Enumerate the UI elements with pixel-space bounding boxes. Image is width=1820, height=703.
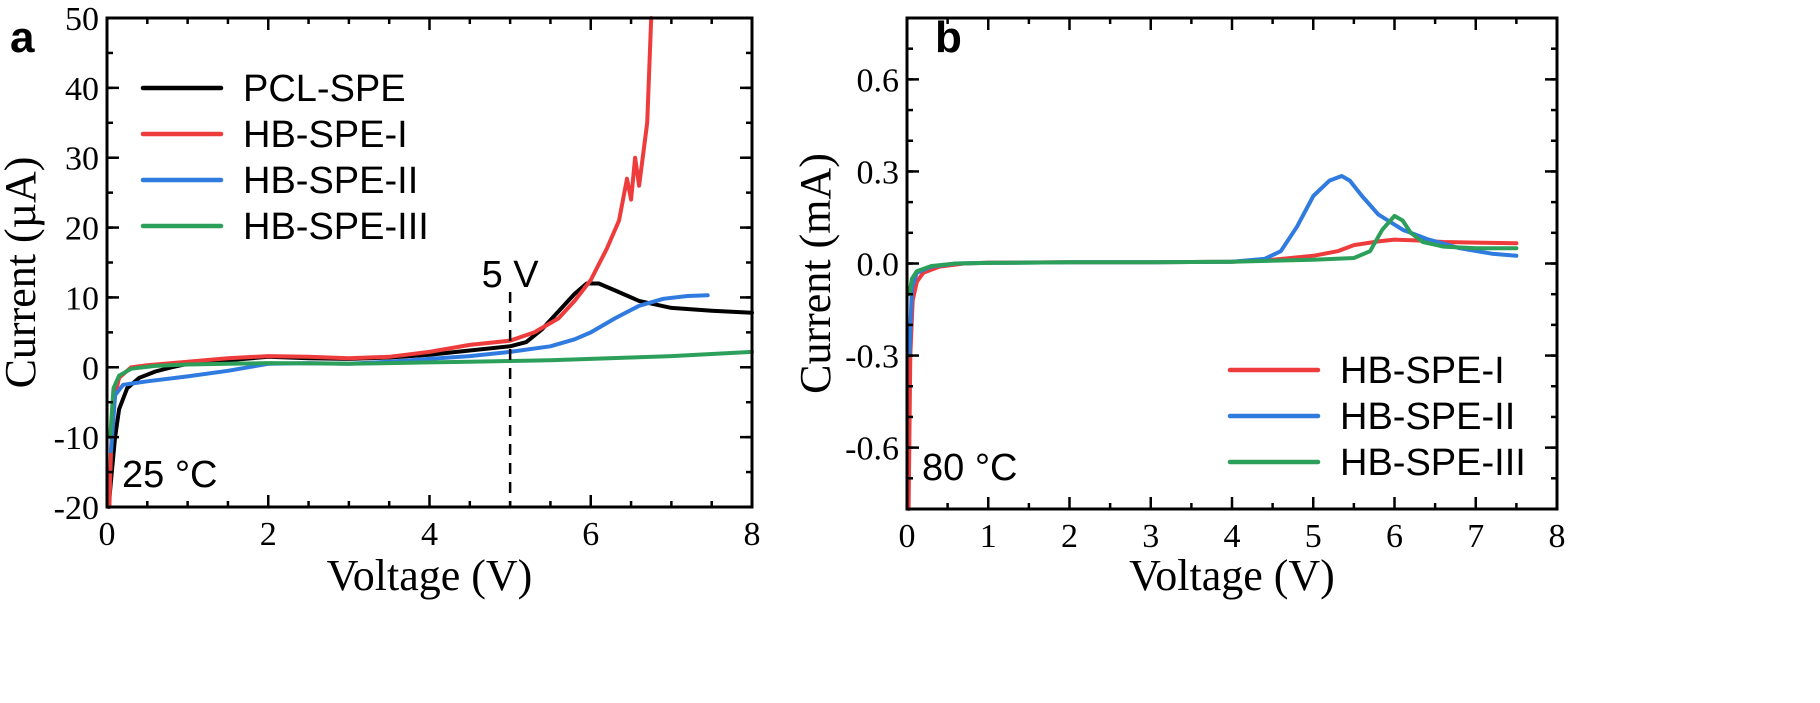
- panel-b-x-tick-label: 1: [980, 518, 997, 555]
- panel-a-legend-label-2: HB-SPE-I: [243, 114, 408, 156]
- panel-a-y-tick-label: 20: [65, 211, 99, 248]
- panel-b-x-tick-label: 2: [1061, 518, 1078, 555]
- panel-a-y-tick-label: 0: [82, 350, 99, 387]
- panel-a-series-group: [106, 16, 754, 509]
- panel-b-x-tick-label: 8: [1549, 518, 1566, 555]
- panel-a-y-tick-label: -20: [54, 490, 99, 527]
- panel-b-legend-label-2: HB-SPE-II: [1340, 396, 1515, 438]
- panel-b-series-line-3: [907, 213, 1519, 297]
- panel-b-y-tick-label: 0.0: [857, 247, 900, 284]
- panel-a-series-line-4: [108, 349, 754, 440]
- panel-b-legend-label-3: HB-SPE-III: [1340, 442, 1526, 484]
- panel-b-temperature-label: 80 °C: [922, 447, 1017, 489]
- panel-b-y-tick-label: 0.3: [857, 154, 900, 191]
- panel-a-xlabel: Voltage (V): [327, 551, 533, 600]
- panel-a-y-tick-label: -10: [54, 420, 99, 457]
- panel-a-x-tick-label: 6: [582, 516, 599, 553]
- panel-a-x-tick-label: 4: [421, 516, 438, 553]
- panel-b-ylabel: Current (mA): [791, 153, 840, 394]
- panel-b-x-tick-label: 6: [1386, 518, 1403, 555]
- panel-b-series-line-2: [907, 174, 1519, 358]
- panel-a-x-tick-label: 8: [744, 516, 761, 553]
- panel-b: b 0 1 2 3 4 5 6 7 8-0.6-0.30.00.30.6 HB-SPE-IHB-…: [791, 13, 1566, 600]
- panel-a-axes: 0 2 4 6 8 -20 -10 0 10 20 30 40 50: [54, 1, 761, 553]
- panel-a-legend-label-1: PCL-SPE: [243, 68, 406, 110]
- panel-b-series-group: [906, 174, 1519, 511]
- panel-a-guide-label: 5 V: [482, 254, 540, 296]
- panel-a-axes-frame: [105, 16, 754, 509]
- panel-a-y-tick-label: 30: [65, 141, 99, 178]
- panel-b-axes: 0 1 2 3 4 5 6 7 8 -0.6 -0.3 0.0 0.3 0.6: [845, 16, 1566, 555]
- panel-b-x-tick-label: 0: [899, 518, 916, 555]
- panel-b-y-tick-label: -0.3: [845, 339, 899, 376]
- panel-a-series-line-3: [109, 293, 710, 454]
- panel-b-legend-label-1: HB-SPE-I: [1340, 350, 1505, 392]
- panel-a-y-tick-label: 50: [65, 1, 99, 38]
- panel-b-xlabel: Voltage (V): [1129, 551, 1335, 600]
- panel-a-letter: a: [10, 13, 35, 62]
- panel-a-ylabel: Current (µA): [0, 157, 45, 389]
- panel-a-x-tick-label: 0: [99, 516, 116, 553]
- panel-b-x-tick-label: 4: [1224, 518, 1241, 555]
- panel-a-y-tick-label: 40: [65, 71, 99, 108]
- panel-b-x-tick-label: 5: [1305, 518, 1322, 555]
- panel-a-temperature-label: 25 °C: [122, 454, 217, 496]
- panel-b-x-tick-label: 3: [1142, 518, 1159, 555]
- panel-b-x-tick-label: 7: [1467, 518, 1484, 555]
- panel-a-legend-label-4: HB-SPE-III: [243, 206, 429, 248]
- panel-a-legend-label-3: HB-SPE-II: [243, 160, 418, 202]
- panel-b-y-tick-label: -0.6: [845, 431, 899, 468]
- panel-b-y-tick-label: 0.6: [857, 62, 900, 99]
- panel-a-y-tick-label: 10: [65, 280, 99, 317]
- panel-a-x-tick-label: 2: [260, 516, 277, 553]
